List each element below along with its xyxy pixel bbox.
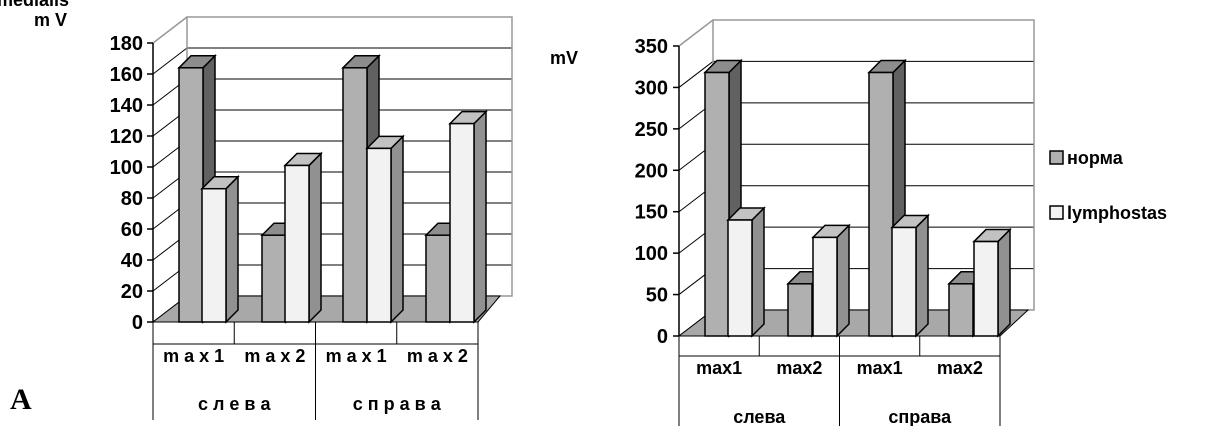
bar-side	[997, 227, 1011, 338]
y-axis-label: mV	[550, 48, 578, 68]
bar-side	[915, 213, 929, 338]
side-wall-top	[152, 16, 188, 44]
y-tick-label: 50	[646, 285, 668, 307]
bar-front	[973, 240, 999, 337]
bar-lymphostas	[726, 206, 766, 338]
bar-side	[225, 174, 239, 324]
y-tick-label: 0	[132, 312, 143, 334]
bar-side	[836, 223, 850, 338]
x-group-label: с п р а в а	[353, 394, 442, 414]
bar-front	[201, 187, 227, 323]
bar-front	[891, 226, 917, 337]
x-tick-label: max2	[937, 358, 983, 378]
bar-front	[366, 147, 392, 323]
bar-lymphostas	[972, 227, 1012, 338]
chart-1: 0 20 40 60 80 100 120 140 160 180 m V m a x 1 m a x …	[34, 10, 513, 420]
bar-front	[704, 71, 730, 337]
bar-front	[787, 283, 813, 337]
bar-lymphostas	[283, 151, 323, 324]
x-tick-label: m a x 1	[163, 346, 224, 366]
y-tick-label: 120	[110, 126, 143, 148]
y-tick-label: 100	[110, 157, 143, 179]
x-tick-label: max2	[776, 358, 822, 378]
bar-front	[425, 234, 451, 323]
side-wall-gridline	[152, 47, 188, 75]
legend-swatch	[1049, 205, 1064, 220]
bar-front	[449, 122, 475, 323]
x-tick-label: m a x 2	[407, 346, 468, 366]
side-wall-gridline	[678, 61, 714, 88]
chart-2: 0 50 100 150 200 250 300 350 mV max1 max2 max1 max2 с…	[550, 19, 1167, 426]
y-tick-label: 180	[110, 33, 143, 55]
bar-side	[751, 206, 765, 338]
bar-front	[284, 164, 310, 323]
y-tick-label: 0	[657, 326, 668, 348]
x-group-label: с л е в а	[198, 394, 272, 414]
y-tick-label: 20	[121, 281, 143, 303]
x-tick-label: m a x 2	[244, 346, 305, 366]
x-tick-label: m a x 1	[326, 346, 387, 366]
legend-swatch	[1049, 150, 1064, 165]
bar-front	[342, 67, 368, 323]
y-tick-label: 160	[110, 64, 143, 86]
bar-front	[948, 283, 974, 337]
y-tick-label: 350	[635, 36, 668, 58]
bar-norma	[177, 53, 217, 324]
y-tick-label: 40	[121, 250, 143, 272]
panel-label: A	[10, 383, 32, 416]
bar-lymphostas	[890, 213, 930, 338]
legend-label: lymphostas	[1067, 203, 1167, 223]
bar-lymphostas	[200, 174, 240, 324]
y-tick-label: 100	[635, 243, 668, 265]
legend-label: норма	[1067, 148, 1124, 168]
cut-off-title: medialis	[0, 0, 70, 10]
y-axis-label: m V	[34, 10, 67, 30]
x-tick-label: max1	[857, 358, 903, 378]
y-tick-label: 300	[635, 77, 668, 99]
bar-side	[473, 109, 487, 324]
bar-lymphostas	[811, 223, 851, 338]
x-group-label: справа	[888, 407, 952, 426]
y-tick-label: 150	[635, 202, 668, 224]
y-tick-label: 200	[635, 160, 668, 182]
bar-front	[178, 67, 204, 323]
x-group-label: слева	[733, 407, 786, 426]
y-tick-label: 140	[110, 95, 143, 117]
side-wall-top	[678, 19, 714, 47]
y-tick-label: 250	[635, 119, 668, 141]
bar-front	[868, 71, 894, 337]
bar-side	[308, 151, 322, 324]
bar-front	[727, 219, 753, 337]
x-tick-label: max1	[696, 358, 742, 378]
bar-lymphostas	[365, 134, 405, 324]
bar-front	[812, 236, 838, 337]
y-tick-label: 80	[121, 188, 143, 210]
bar-lymphostas	[448, 109, 488, 324]
y-tick-label: 60	[121, 219, 143, 241]
bar-side	[390, 134, 404, 324]
bar-front	[261, 234, 287, 323]
